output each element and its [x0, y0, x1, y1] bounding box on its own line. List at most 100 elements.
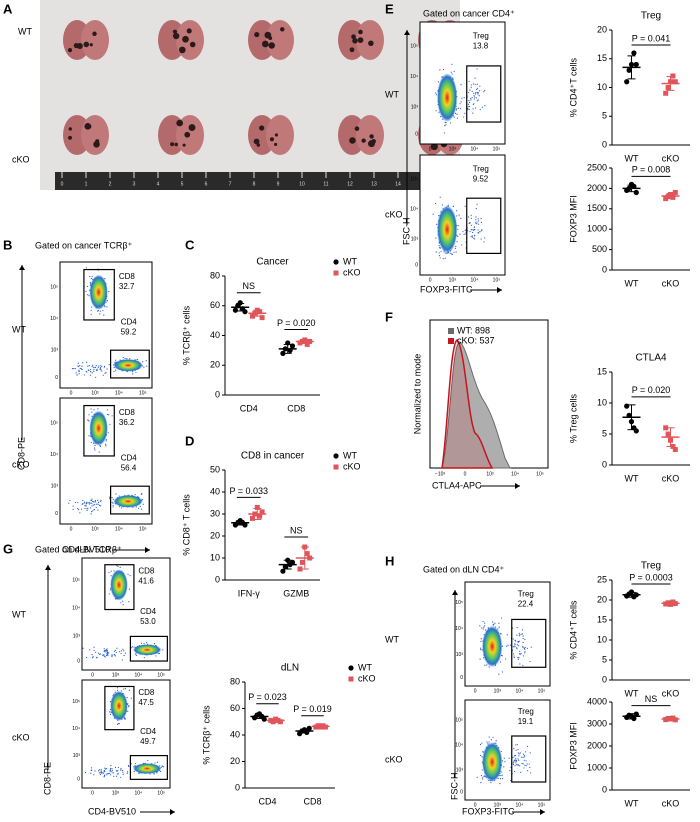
- event-dot: [71, 368, 74, 370]
- event-dot: [518, 657, 520, 659]
- flow-axis-tick: 10⁴: [471, 146, 479, 152]
- event-dot: [518, 753, 520, 755]
- data-point: [633, 428, 639, 434]
- event-dot: [457, 228, 459, 230]
- event-dot: [89, 281, 91, 284]
- event-dot: [110, 765, 112, 767]
- event-dot: [106, 306, 108, 308]
- histogram-y-axis-label: Normalized to mode: [412, 354, 422, 435]
- event-dot: [522, 753, 525, 755]
- event-dot: [455, 245, 457, 248]
- event-dot: [519, 650, 521, 652]
- event-dot: [106, 368, 108, 370]
- event-dot: [439, 69, 441, 71]
- event-dot: [468, 222, 470, 224]
- event-dot: [154, 762, 156, 764]
- event-dot: [86, 501, 88, 503]
- data-point: [663, 425, 669, 431]
- gate-title: Gated on dLN TCRβ⁺: [35, 544, 122, 554]
- nodule: [349, 47, 355, 53]
- event-dot: [475, 207, 477, 210]
- flow-plot-frame: [419, 154, 506, 276]
- event-dot: [109, 711, 111, 713]
- event-dot: [100, 769, 102, 771]
- event-dot: [107, 654, 109, 657]
- flow-axis-tick: 10⁴: [471, 277, 479, 283]
- event-dot: [92, 504, 94, 506]
- nodule: [274, 142, 278, 147]
- y-tick-label: 10: [597, 397, 607, 407]
- row-label: WT: [12, 324, 26, 334]
- flow-y-axis-label: CD8-PE: [16, 437, 26, 470]
- nodule: [174, 142, 178, 147]
- event-dot: [474, 77, 476, 79]
- data-point: [306, 725, 312, 731]
- gate-title: Gated on cancer TCRβ⁺: [35, 240, 133, 250]
- event-dot: [444, 121, 446, 123]
- event-dot: [482, 777, 484, 779]
- event-dot: [476, 100, 478, 102]
- y-tick-label: 3000: [587, 718, 607, 728]
- event-dot: [530, 646, 532, 648]
- event-dot: [519, 653, 521, 655]
- event-dot: [473, 95, 475, 97]
- event-dot: [503, 766, 505, 768]
- event-dot: [524, 651, 526, 653]
- event-dot: [91, 411, 93, 413]
- gate-value: 53.0: [140, 617, 156, 626]
- event-dot: [115, 651, 117, 654]
- nodule: [268, 36, 273, 41]
- event-dot: [483, 241, 485, 243]
- event-dot: [120, 690, 123, 692]
- event-dot: [476, 88, 478, 90]
- event-dot: [126, 771, 129, 773]
- data-point: [633, 189, 639, 196]
- data-point: [232, 307, 238, 313]
- y-tick-label: 20: [210, 360, 220, 370]
- event-dot: [88, 414, 90, 416]
- x-tick-label: GZMB: [283, 588, 309, 598]
- y-tick-label: 0: [602, 784, 607, 794]
- event-dot: [470, 224, 472, 226]
- event-dot: [476, 223, 478, 225]
- flow-axis-tick: 10³: [51, 348, 59, 354]
- event-dot: [121, 659, 123, 661]
- x-tick-label: IFN-γ: [238, 588, 260, 598]
- gate-title: Gated on dLN CD4⁺: [423, 564, 505, 574]
- flow-axis-tick: 10³: [91, 526, 99, 532]
- event-dot: [457, 235, 459, 238]
- event-dot: [460, 84, 462, 86]
- gate-name: CD8: [119, 408, 136, 417]
- event-dot: [87, 419, 89, 421]
- event-dot: [527, 770, 529, 772]
- event-dot: [118, 651, 121, 653]
- event-dot: [78, 373, 80, 375]
- event-dot: [115, 770, 118, 772]
- event-dot: [116, 687, 119, 689]
- event-dot: [142, 503, 144, 505]
- event-dot: [68, 502, 70, 504]
- p-value: P = 0.0003: [629, 572, 673, 582]
- event-dot: [518, 755, 520, 757]
- event-dot: [117, 722, 119, 725]
- nodule: [268, 42, 275, 49]
- nodule: [280, 27, 285, 32]
- flow-axis-tick: 10⁴: [410, 74, 418, 80]
- event-dot: [500, 633, 502, 635]
- flow-axis-tick: 10⁵: [139, 526, 147, 532]
- event-dot: [499, 782, 501, 785]
- event-dot: [524, 764, 526, 766]
- event-dot: [523, 754, 526, 757]
- flow-axis-tick: 10⁵: [50, 285, 58, 291]
- event-dot: [476, 221, 478, 223]
- event-dot: [101, 771, 103, 773]
- event-dot: [77, 501, 79, 504]
- y-tick-label: 40: [210, 330, 220, 340]
- event-dot: [92, 364, 94, 366]
- data-point: [672, 79, 678, 85]
- row-label: WT: [385, 634, 399, 644]
- event-dot: [472, 108, 474, 110]
- event-dot: [456, 210, 458, 212]
- event-dot: [514, 754, 517, 757]
- event-dot: [439, 257, 441, 259]
